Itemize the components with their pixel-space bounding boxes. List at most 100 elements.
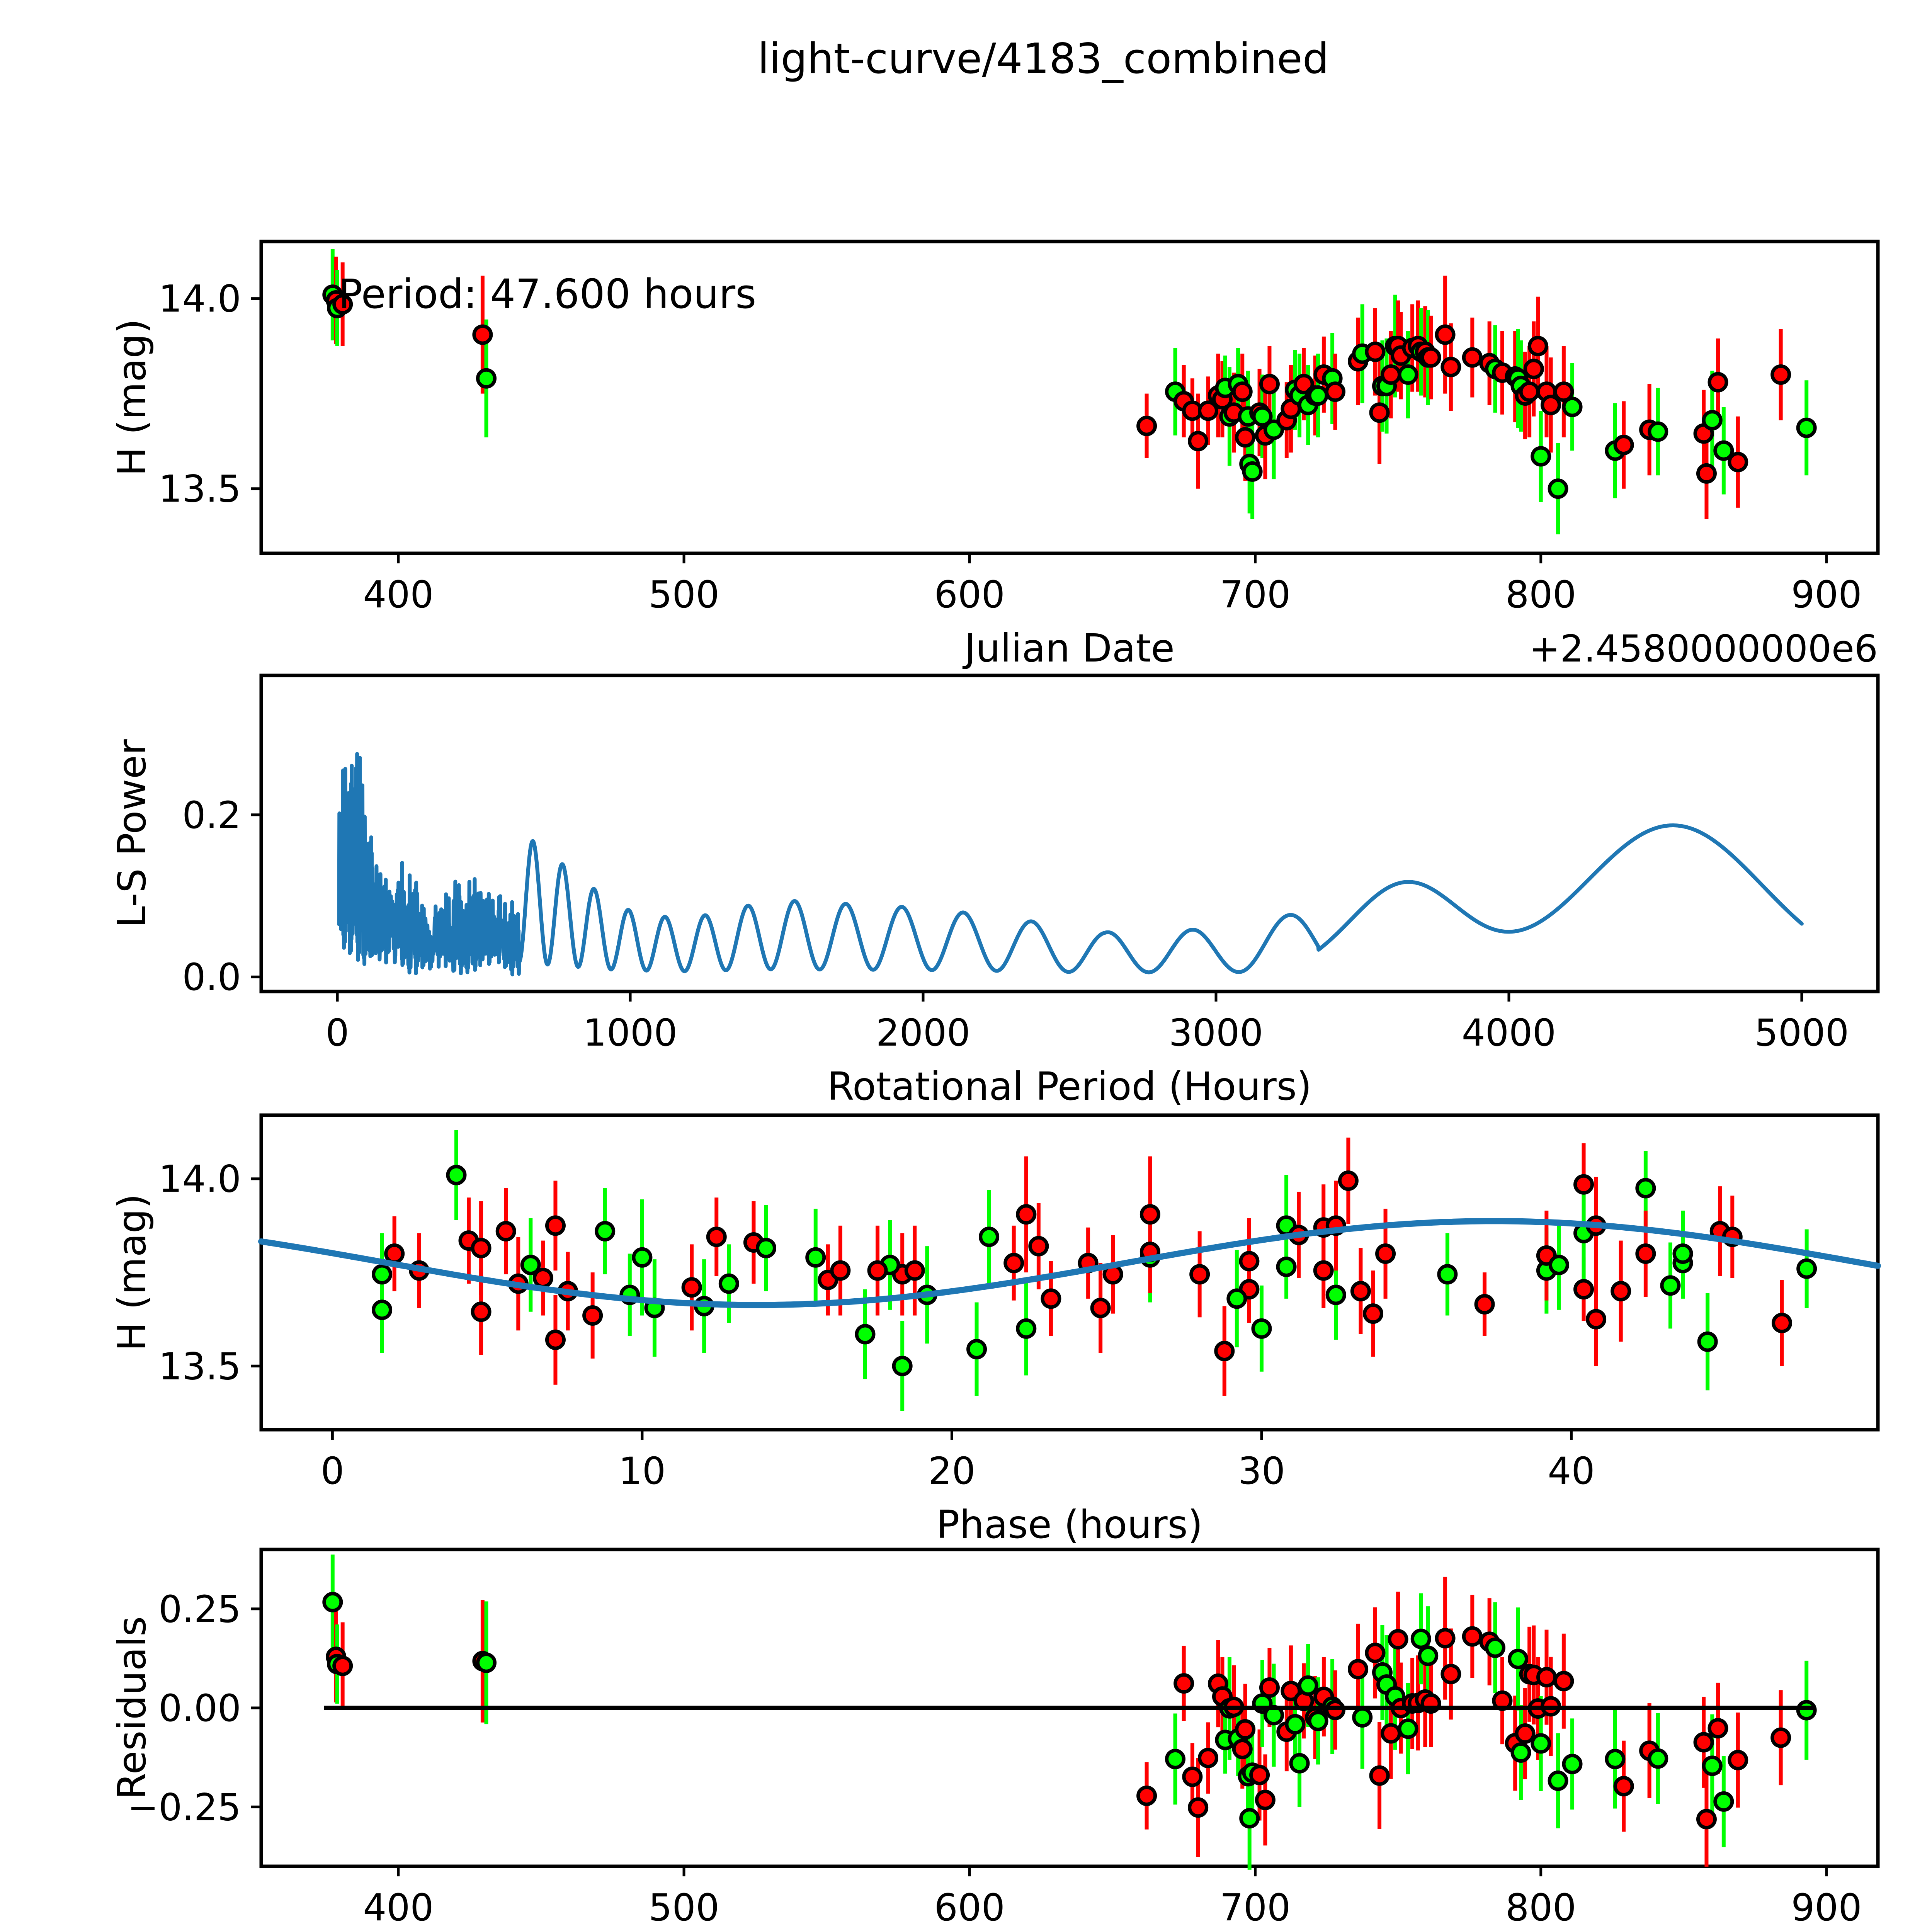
- data-point-lightcurve: [1365, 341, 1386, 362]
- yaxis-label-phasefold: H (mag): [109, 1194, 155, 1351]
- data-point-phasefold: [1276, 1256, 1297, 1277]
- data-point-lightcurve: [1728, 452, 1748, 473]
- xaxis-label-lightcurve: Julian Date: [962, 626, 1175, 671]
- yticklabel-residuals-2: −0.25: [128, 1786, 241, 1829]
- xticklabel-lightcurve-2: 600: [934, 573, 1005, 616]
- data-point-phasefold: [446, 1165, 467, 1185]
- data-point-phasefold: [904, 1260, 925, 1281]
- axes-frame-periodogram: [259, 673, 1880, 993]
- xticklabel-phasefold-4: 40: [1548, 1449, 1595, 1493]
- data-point-lightcurve: [1553, 381, 1574, 402]
- data-point-residuals: [1255, 1789, 1276, 1810]
- data-point-phasefold: [1239, 1251, 1260, 1272]
- data-point-lightcurve: [1136, 415, 1157, 436]
- yticklabel-phasefold-1: 13.5: [158, 1345, 241, 1388]
- data-point-residuals: [1388, 1629, 1408, 1650]
- data-point-phasefold: [595, 1221, 616, 1242]
- panel-phasefold: 0 10 20 30 40 14.0 13.5 Phase (hours) H (mag): [109, 1113, 1881, 1547]
- data-point-residuals: [1173, 1673, 1194, 1694]
- data-point-residuals: [1348, 1659, 1369, 1680]
- xticklabel-residuals-3: 700: [1220, 1886, 1291, 1929]
- data-point-residuals: [1796, 1700, 1817, 1721]
- data-point-residuals: [1440, 1663, 1461, 1684]
- data-point-residuals: [1239, 1808, 1260, 1829]
- data-point-phasefold: [1548, 1255, 1569, 1276]
- data-point-lightcurve: [1398, 364, 1418, 385]
- data-point-lightcurve: [1440, 357, 1461, 378]
- data-point-lightcurve: [1369, 402, 1390, 423]
- data-point-phasefold: [1139, 1204, 1160, 1225]
- xaxis-offset-lightcurve: +2.4580000000e6: [1529, 627, 1878, 670]
- xticklabel-residuals-1: 500: [648, 1886, 719, 1929]
- data-point-lightcurve: [1435, 324, 1456, 345]
- data-point-residuals: [1418, 1645, 1439, 1666]
- xticklabel-phasefold-3: 30: [1238, 1449, 1285, 1493]
- data-point-lightcurve: [1713, 440, 1734, 461]
- data-point-lightcurve: [1462, 347, 1483, 368]
- data-point-phasefold: [1041, 1288, 1061, 1309]
- data-point-residuals: [1515, 1723, 1536, 1744]
- data-point-residuals: [1182, 1766, 1203, 1787]
- data-point-phasefold: [1028, 1236, 1049, 1257]
- data-point-lightcurve: [1770, 364, 1791, 385]
- yticklabel-residuals-1: 0.00: [158, 1687, 241, 1730]
- xticklabel-periodogram-4: 4000: [1462, 1011, 1556, 1054]
- data-point-residuals: [1770, 1727, 1791, 1748]
- data-point-phasefold: [1437, 1264, 1458, 1285]
- data-point-phasefold: [1226, 1288, 1247, 1309]
- data-point-residuals: [1508, 1648, 1529, 1669]
- data-point-phasefold: [1313, 1260, 1334, 1281]
- data-point-residuals: [1693, 1732, 1714, 1753]
- data-point-lightcurve: [1259, 374, 1280, 395]
- data-point-phasefold: [372, 1264, 393, 1285]
- data-point-residuals: [332, 1655, 353, 1676]
- data-point-phasefold: [805, 1247, 826, 1268]
- data-point-phasefold: [1375, 1243, 1396, 1264]
- data-point-phasefold: [718, 1273, 739, 1294]
- data-point-lightcurve: [1531, 446, 1551, 467]
- data-point-phasefold: [1325, 1284, 1346, 1305]
- data-point-residuals: [1285, 1714, 1306, 1735]
- xticklabel-phasefold-1: 10: [619, 1449, 666, 1493]
- data-point-lightcurve: [1325, 381, 1345, 402]
- data-point-residuals: [476, 1652, 497, 1673]
- data-point-residuals: [1485, 1637, 1505, 1658]
- data-point-phasefold: [830, 1260, 851, 1281]
- data-point-residuals: [1696, 1809, 1717, 1830]
- data-point-lightcurve: [1198, 400, 1219, 421]
- data-point-phasefold: [1338, 1170, 1359, 1191]
- data-point-phasefold: [582, 1305, 603, 1326]
- data-point-residuals: [1536, 1667, 1557, 1688]
- data-point-residuals: [1553, 1671, 1574, 1692]
- data-point-lightcurve: [1708, 372, 1728, 393]
- data-point-residuals: [1381, 1723, 1401, 1744]
- xticklabel-periodogram-0: 0: [326, 1011, 349, 1054]
- data-point-phasefold: [1363, 1303, 1384, 1324]
- axes-frame-lightcurve: [259, 240, 1880, 555]
- data-point-lightcurve: [332, 294, 353, 315]
- xticklabel-lightcurve-1: 500: [648, 573, 719, 616]
- data-point-residuals: [1249, 1765, 1270, 1786]
- yaxis-label-periodogram: L-S Power: [109, 739, 155, 928]
- xticklabel-lightcurve-0: 400: [363, 573, 434, 616]
- yticklabel-lightcurve-0: 14.0: [158, 277, 241, 321]
- data-point-phasefold: [855, 1324, 876, 1345]
- data-point-residuals: [1605, 1748, 1626, 1769]
- data-point-residuals: [322, 1592, 343, 1612]
- data-point-residuals: [1548, 1770, 1568, 1791]
- data-point-phasefold: [520, 1255, 541, 1276]
- data-point-phasefold: [1016, 1318, 1037, 1339]
- yticklabel-phasefold-0: 14.0: [158, 1158, 241, 1201]
- xticklabel-periodogram-5: 5000: [1755, 1011, 1849, 1054]
- panel-lightcurve: Period: 47.600 hours 400 500 600 700 800 900 14…: [109, 240, 1880, 671]
- yaxis-label-lightcurve: H (mag): [109, 319, 155, 476]
- data-point-lightcurve: [1696, 463, 1717, 484]
- data-point-residuals: [1235, 1719, 1256, 1740]
- data-point-phasefold: [867, 1260, 888, 1281]
- data-point-phasefold: [1474, 1294, 1495, 1315]
- data-point-lightcurve: [476, 368, 497, 389]
- data-point-phasefold: [892, 1355, 913, 1376]
- xaxis-label-phasefold: Phase (hours): [936, 1502, 1203, 1547]
- data-point-lightcurve: [1613, 435, 1634, 456]
